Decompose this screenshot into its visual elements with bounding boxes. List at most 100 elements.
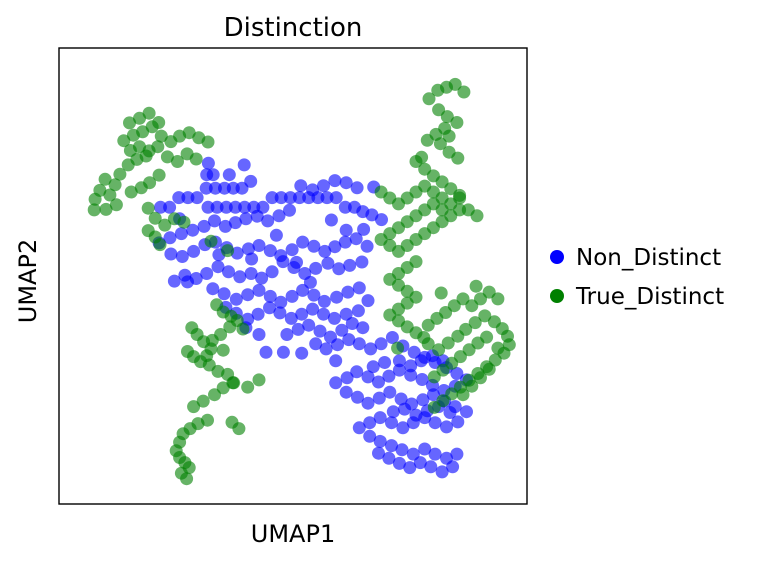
point-non-distinct-36 bbox=[350, 181, 364, 195]
point-non-distinct-168 bbox=[440, 420, 453, 434]
point-true-distinct-35 bbox=[171, 155, 184, 168]
point-non-distinct-14 bbox=[154, 200, 167, 214]
point-non-distinct-205 bbox=[378, 356, 392, 369]
point-true-distinct-188 bbox=[474, 371, 487, 385]
point-non-distinct-150 bbox=[372, 375, 385, 389]
point-non-distinct-129 bbox=[319, 342, 333, 356]
point-true-distinct-58 bbox=[236, 322, 250, 336]
point-non-distinct-28 bbox=[320, 191, 334, 205]
point-non-distinct-75 bbox=[343, 258, 357, 272]
point-non-distinct-115 bbox=[263, 301, 276, 315]
point-non-distinct-159 bbox=[383, 385, 397, 399]
point-non-distinct-153 bbox=[340, 371, 354, 385]
point-non-distinct-73 bbox=[360, 239, 374, 253]
point-non-distinct-113 bbox=[284, 311, 298, 325]
point-non-distinct-44 bbox=[261, 214, 275, 228]
point-non-distinct-63 bbox=[252, 239, 266, 252]
point-true-distinct-42 bbox=[177, 215, 191, 229]
point-non-distinct-7 bbox=[218, 181, 231, 195]
point-true-distinct-115 bbox=[374, 185, 388, 199]
point-non-distinct-200 bbox=[392, 354, 406, 368]
point-non-distinct-210 bbox=[295, 346, 309, 360]
point-non-distinct-106 bbox=[361, 294, 375, 308]
point-non-distinct-126 bbox=[345, 317, 359, 330]
point-non-distinct-121 bbox=[291, 322, 305, 336]
point-non-distinct-33 bbox=[365, 208, 379, 222]
point-non-distinct-156 bbox=[351, 390, 364, 404]
point-non-distinct-183 bbox=[428, 447, 442, 461]
point-non-distinct-128 bbox=[309, 337, 323, 351]
point-non-distinct-2 bbox=[222, 168, 236, 182]
point-non-distinct-133 bbox=[364, 342, 378, 356]
point-non-distinct-48 bbox=[218, 219, 232, 233]
point-true-distinct-4 bbox=[108, 178, 122, 192]
point-non-distinct-102 bbox=[317, 294, 331, 308]
point-non-distinct-4 bbox=[244, 174, 258, 188]
chart-title: Distinction bbox=[224, 13, 363, 43]
point-true-distinct-68 bbox=[241, 380, 255, 394]
legend-label-non-distinct: Non_Distinct bbox=[576, 245, 721, 271]
point-non-distinct-8 bbox=[208, 181, 222, 195]
point-true-distinct-16 bbox=[117, 134, 131, 148]
point-non-distinct-105 bbox=[352, 281, 366, 295]
point-non-distinct-166 bbox=[460, 405, 473, 419]
point-non-distinct-209 bbox=[276, 345, 290, 359]
point-true-distinct-25 bbox=[201, 135, 215, 149]
point-true-distinct-2 bbox=[98, 172, 112, 186]
point-non-distinct-16 bbox=[210, 200, 224, 214]
point-non-distinct-68 bbox=[307, 239, 321, 253]
point-non-distinct-76 bbox=[332, 262, 346, 276]
point-non-distinct-103 bbox=[330, 290, 344, 304]
point-non-distinct-187 bbox=[435, 465, 449, 479]
point-non-distinct-49 bbox=[208, 214, 221, 228]
point-non-distinct-69 bbox=[318, 244, 332, 258]
point-true-distinct-74 bbox=[187, 400, 201, 414]
point-non-distinct-91 bbox=[167, 274, 181, 288]
point-non-distinct-125 bbox=[335, 323, 349, 337]
point-non-distinct-217 bbox=[324, 213, 338, 227]
point-non-distinct-130 bbox=[331, 338, 344, 352]
point-non-distinct-57 bbox=[187, 244, 201, 258]
point-non-distinct-207 bbox=[329, 354, 343, 368]
point-non-distinct-93 bbox=[217, 287, 231, 301]
point-true-distinct-33 bbox=[151, 140, 165, 154]
point-true-distinct-92 bbox=[457, 85, 471, 99]
point-non-distinct-190 bbox=[403, 461, 417, 475]
point-non-distinct-146 bbox=[415, 373, 429, 386]
point-true-distinct-27 bbox=[133, 111, 146, 125]
point-non-distinct-46 bbox=[239, 212, 253, 226]
point-non-distinct-157 bbox=[361, 396, 375, 410]
point-true-distinct-34 bbox=[160, 150, 174, 164]
point-true-distinct-20 bbox=[154, 129, 168, 143]
point-true-distinct-3 bbox=[103, 188, 117, 202]
point-non-distinct-110 bbox=[317, 307, 330, 321]
point-non-distinct-215 bbox=[269, 228, 283, 242]
point-non-distinct-22 bbox=[265, 191, 279, 205]
point-non-distinct-41 bbox=[294, 179, 308, 193]
point-true-distinct-23 bbox=[182, 126, 196, 140]
point-true-distinct-190 bbox=[456, 388, 470, 402]
point-non-distinct-23 bbox=[274, 191, 288, 205]
point-true-distinct-186 bbox=[491, 341, 505, 355]
point-true-distinct-39 bbox=[148, 211, 162, 225]
point-true-distinct-40 bbox=[158, 218, 172, 232]
point-non-distinct-52 bbox=[174, 227, 188, 241]
point-true-distinct-156 bbox=[478, 309, 492, 323]
point-non-distinct-108 bbox=[339, 307, 353, 321]
point-non-distinct-29 bbox=[329, 191, 343, 205]
point-non-distinct-111 bbox=[306, 302, 320, 316]
point-non-distinct-37 bbox=[339, 176, 353, 190]
point-non-distinct-64 bbox=[263, 244, 277, 258]
point-non-distinct-107 bbox=[351, 304, 365, 318]
point-true-distinct-155 bbox=[468, 316, 482, 330]
point-true-distinct-12 bbox=[124, 185, 138, 199]
point-non-distinct-100 bbox=[296, 283, 310, 297]
point-true-distinct-94 bbox=[440, 110, 454, 124]
point-non-distinct-77 bbox=[321, 256, 335, 270]
point-non-distinct-50 bbox=[197, 219, 211, 233]
point-true-distinct-70 bbox=[226, 376, 240, 390]
point-non-distinct-95 bbox=[241, 288, 255, 302]
point-non-distinct-43 bbox=[272, 209, 286, 223]
point-non-distinct-173 bbox=[385, 416, 398, 430]
